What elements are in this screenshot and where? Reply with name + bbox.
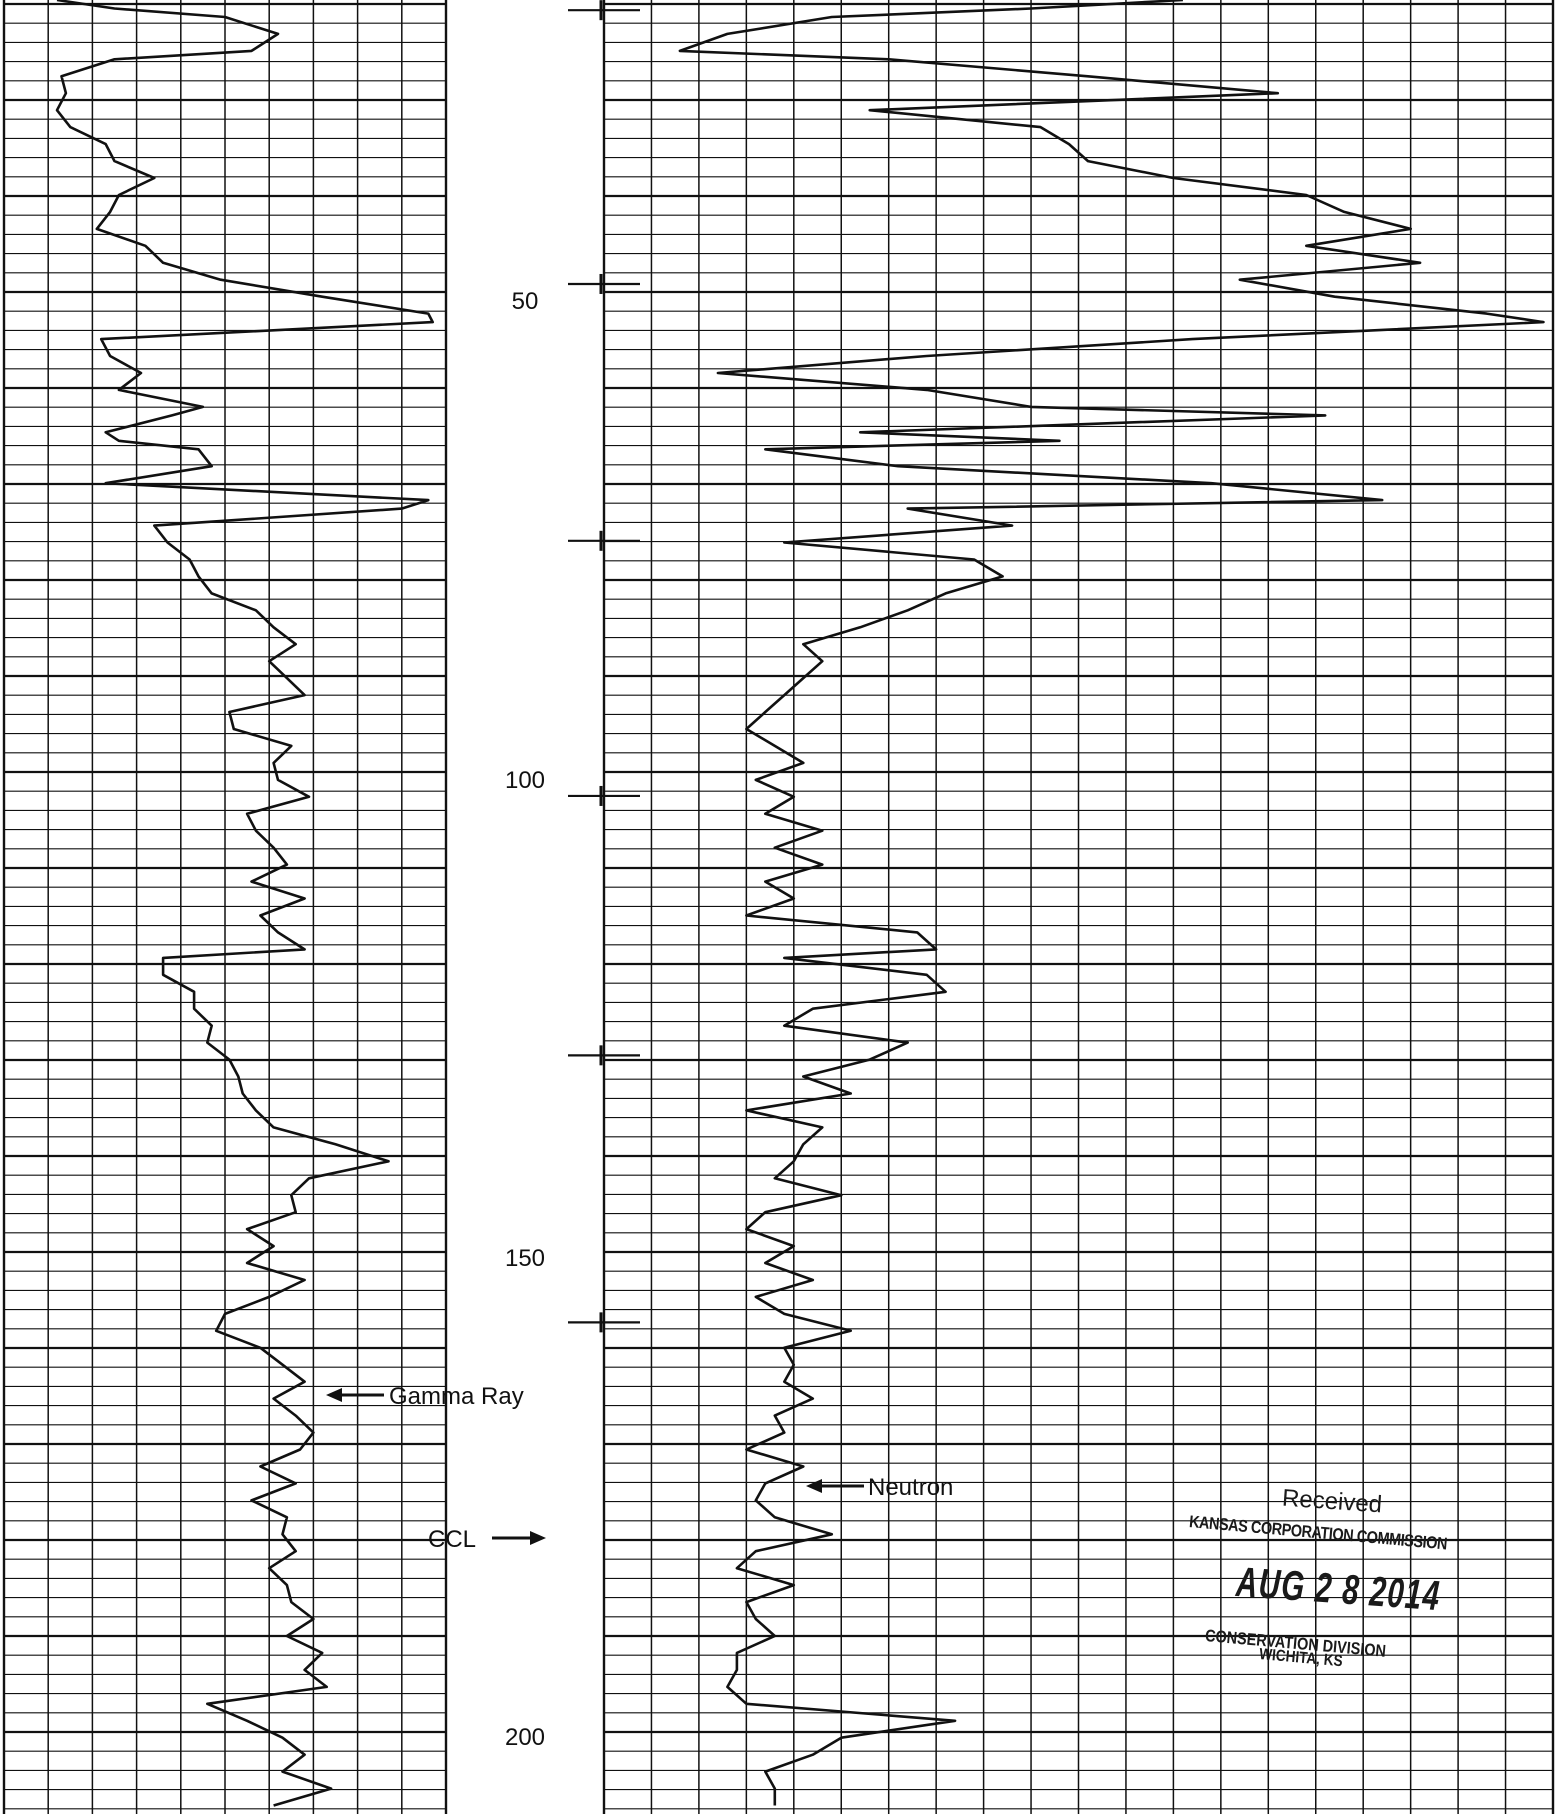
left-track-grid [2, 0, 448, 1814]
arrow-left-icon [326, 1388, 342, 1402]
ccl-label: CCL [428, 1526, 476, 1553]
neutron-annotation: Neutron [806, 1474, 953, 1501]
stamp-agency: KANSAS CORPORATION COMMISSION [1188, 1512, 1448, 1554]
neutron-label: Neutron [868, 1474, 953, 1501]
depth-tick-label: 50 [512, 288, 539, 315]
depth-tick-label: 200 [505, 1724, 545, 1751]
arrow-right-icon [530, 1531, 546, 1545]
depth-tick-label: 150 [505, 1245, 545, 1272]
arrow-left-icon [806, 1479, 822, 1493]
gamma-ray-curve [55, 0, 434, 1807]
depth-tick-label: 100 [505, 767, 545, 794]
gamma-ray-annotation: Gamma Ray [326, 1383, 524, 1410]
stamp-date: AUG 2 8 2014 [1234, 1558, 1443, 1620]
ccl-annotation: CCL [428, 1526, 546, 1553]
ccl-track [568, 0, 640, 1814]
gamma-ray-label: Gamma Ray [389, 1383, 524, 1410]
depth-axis: 50 100 150 200 [505, 288, 545, 1751]
stamp-received: Received [1281, 1484, 1383, 1519]
right-track-grid [602, 0, 1555, 1814]
neutron-curve [678, 0, 1545, 1806]
received-stamp: Received KANSAS CORPORATION COMMISSION A… [1188, 1484, 1490, 1678]
